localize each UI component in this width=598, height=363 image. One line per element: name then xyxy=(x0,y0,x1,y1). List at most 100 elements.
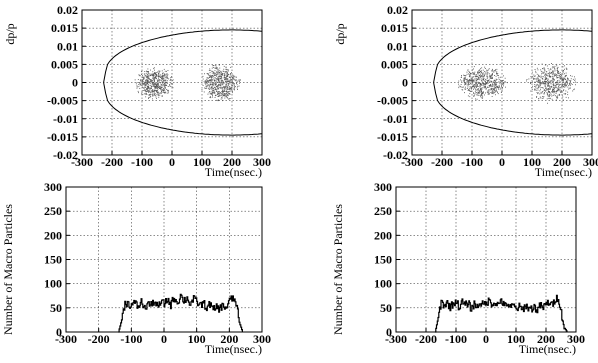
particle xyxy=(484,94,485,96)
particle xyxy=(485,71,487,73)
particle xyxy=(564,78,566,80)
particle xyxy=(535,72,537,74)
particle xyxy=(469,89,471,91)
particle xyxy=(549,95,551,96)
particle xyxy=(208,77,210,78)
particle xyxy=(154,76,156,78)
particle xyxy=(482,97,483,99)
particle xyxy=(222,92,224,94)
particle xyxy=(462,80,464,82)
particle xyxy=(146,77,148,78)
y-tick-label: 0.02 xyxy=(57,3,78,17)
particle xyxy=(547,102,548,104)
particle xyxy=(233,78,235,80)
x-axis-label: Time(nsec.) xyxy=(205,165,262,179)
particle xyxy=(481,73,483,75)
particle xyxy=(543,83,545,85)
particle xyxy=(563,93,565,95)
particle xyxy=(478,92,480,94)
particle xyxy=(227,81,228,83)
particle xyxy=(469,90,471,92)
particle xyxy=(492,74,493,76)
particle xyxy=(478,74,480,76)
particle xyxy=(157,85,159,87)
particle xyxy=(142,93,144,95)
particle xyxy=(157,82,159,83)
y-tick-label: 200 xyxy=(44,228,62,242)
particle xyxy=(157,82,159,84)
particle xyxy=(163,79,165,81)
particle xyxy=(152,93,154,95)
particle xyxy=(207,93,209,95)
particle xyxy=(485,86,486,87)
particle xyxy=(488,81,490,83)
particle xyxy=(498,88,499,90)
particle xyxy=(145,80,147,82)
particle xyxy=(530,76,532,77)
particle xyxy=(553,80,554,82)
particle xyxy=(473,95,475,97)
particle xyxy=(487,82,489,83)
particle xyxy=(484,68,486,69)
particle xyxy=(482,91,484,93)
particle xyxy=(217,72,219,74)
particle xyxy=(481,72,482,73)
particle xyxy=(485,82,486,84)
particle xyxy=(220,78,222,79)
particle xyxy=(494,87,496,88)
particle xyxy=(164,87,166,89)
particle xyxy=(487,90,489,92)
particle xyxy=(227,79,229,81)
particle xyxy=(155,75,157,77)
particle xyxy=(137,79,139,80)
particle xyxy=(560,74,561,75)
particle xyxy=(222,90,224,92)
particle xyxy=(546,92,548,94)
particle xyxy=(219,91,220,93)
particle xyxy=(148,91,149,93)
particle xyxy=(542,83,544,85)
particle xyxy=(558,81,560,83)
particle xyxy=(558,86,559,88)
particle xyxy=(470,73,471,75)
particle xyxy=(223,65,225,67)
particle xyxy=(478,78,480,80)
particle xyxy=(218,94,220,96)
particle xyxy=(545,78,547,80)
particle xyxy=(547,78,549,80)
particle xyxy=(223,77,225,79)
particle xyxy=(559,88,561,90)
particle xyxy=(219,86,221,88)
particle xyxy=(224,89,225,91)
particle xyxy=(212,75,214,77)
particle xyxy=(151,94,153,95)
particle xyxy=(479,91,480,93)
particle xyxy=(558,71,559,72)
particle xyxy=(466,81,468,83)
particle xyxy=(209,74,211,76)
particle xyxy=(542,78,543,80)
particle xyxy=(162,76,163,78)
particle xyxy=(551,74,553,76)
particle xyxy=(574,76,575,78)
particle xyxy=(540,87,542,88)
particle xyxy=(565,83,567,85)
particle xyxy=(476,80,478,81)
particle xyxy=(154,85,156,87)
particle xyxy=(502,83,504,85)
particle xyxy=(231,81,233,83)
particle xyxy=(487,81,489,83)
particle xyxy=(138,84,140,85)
particle xyxy=(226,88,228,90)
particle xyxy=(231,72,232,74)
particle xyxy=(567,79,569,81)
particle xyxy=(468,71,470,72)
particle xyxy=(543,72,545,73)
particle xyxy=(491,86,493,88)
particle xyxy=(155,84,157,86)
particle xyxy=(473,87,475,89)
particle xyxy=(214,82,216,84)
particle xyxy=(553,77,554,79)
particle xyxy=(211,79,213,81)
particle xyxy=(495,86,496,88)
